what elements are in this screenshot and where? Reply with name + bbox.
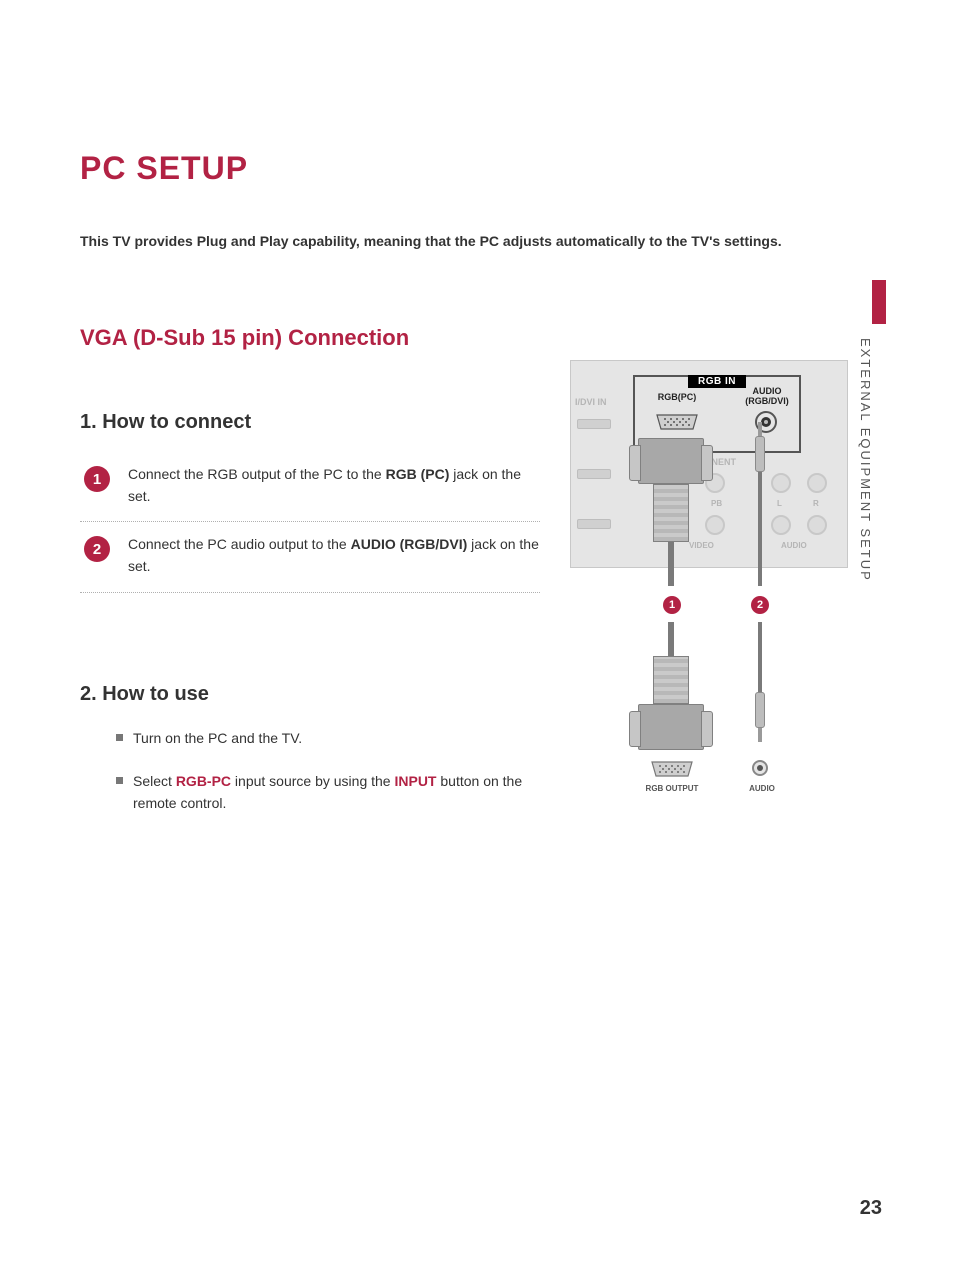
audio-output-label: AUDIO (742, 784, 782, 793)
step-separator (80, 592, 540, 593)
side-tab: EXTERNAL EQUIPMENT SETUP (858, 280, 886, 582)
audio-rgb-dvi-label: AUDIO (RGB/DVI) (739, 387, 795, 407)
use-red2: INPUT (394, 773, 436, 789)
step-bold: RGB (PC) (386, 466, 450, 482)
audio-output-jack-icon (752, 760, 768, 776)
panel-slot (577, 419, 611, 429)
bullet-icon (116, 777, 123, 784)
faded-r-label: R (813, 499, 819, 508)
use-item: Turn on the PC and the TV. (116, 728, 540, 750)
connect-step: 1 Connect the RGB output of the PC to th… (80, 452, 540, 521)
page-title: PC SETUP (80, 150, 874, 187)
use-item: Select RGB-PC input source by using the … (116, 771, 540, 814)
panel-slot (577, 469, 611, 479)
component-jack-icon (807, 515, 827, 535)
page-number: 23 (860, 1197, 882, 1220)
side-tab-bar (872, 280, 886, 324)
use-text: Select RGB-PC input source by using the … (133, 771, 540, 814)
rgb-pc-label: RGB(PC) (647, 393, 707, 403)
faded-audio-label: AUDIO (781, 541, 807, 550)
audio-l1: AUDIO (753, 386, 782, 396)
rgb-in-title: RGB IN (688, 375, 746, 388)
step-pre: Connect the RGB output of the PC to the (128, 466, 386, 482)
use-text: Turn on the PC and the TV. (133, 728, 302, 750)
vga-port-icon (653, 413, 701, 431)
step-pre: Connect the PC audio output to the (128, 536, 351, 552)
diagram-marker-2: 2 (751, 596, 769, 614)
vga-plug-bottom (638, 622, 704, 750)
use-mid: input source by using the (231, 773, 394, 789)
component-jack-icon (705, 515, 725, 535)
step-bold: AUDIO (RGB/DVI) (351, 536, 468, 552)
rgb-output-port-icon (648, 760, 696, 778)
faded-dvi-label: I/DVI IN (575, 397, 607, 407)
vga-plug-top (638, 438, 704, 586)
audio-l2: (RGB/DVI) (745, 396, 789, 406)
diagram-marker-1: 1 (663, 596, 681, 614)
step-text: Connect the RGB output of the PC to the … (128, 464, 540, 507)
step-badge-2: 2 (84, 536, 110, 562)
component-jack-icon (771, 515, 791, 535)
rgb-output-label: RGB OUTPUT (642, 784, 702, 793)
use-list: Turn on the PC and the TV. Select RGB-PC… (80, 728, 540, 815)
faded-pb-label: PB (711, 499, 722, 508)
audio-plug-bottom (750, 622, 770, 742)
bullet-icon (116, 734, 123, 741)
audio-plug-top (750, 422, 770, 586)
step-text: Connect the PC audio output to the AUDIO… (128, 534, 540, 577)
component-jack-icon (807, 473, 827, 493)
use-red: RGB-PC (176, 773, 231, 789)
connection-diagram: I/DVI IN RGB IN RGB(PC) AUDIO (RGB/DVI) … (570, 360, 848, 810)
component-jack-icon (771, 473, 791, 493)
section-heading: VGA (D-Sub 15 pin) Connection (80, 325, 874, 351)
intro-text: This TV provides Plug and Play capabilit… (80, 233, 874, 249)
manual-page: PC SETUP This TV provides Plug and Play … (0, 0, 954, 1272)
side-tab-label: EXTERNAL EQUIPMENT SETUP (858, 338, 873, 582)
use-pre: Select (133, 773, 176, 789)
panel-slot (577, 519, 611, 529)
connect-step: 2 Connect the PC audio output to the AUD… (80, 522, 540, 591)
step-badge-1: 1 (84, 466, 110, 492)
faded-l-label: L (777, 499, 782, 508)
